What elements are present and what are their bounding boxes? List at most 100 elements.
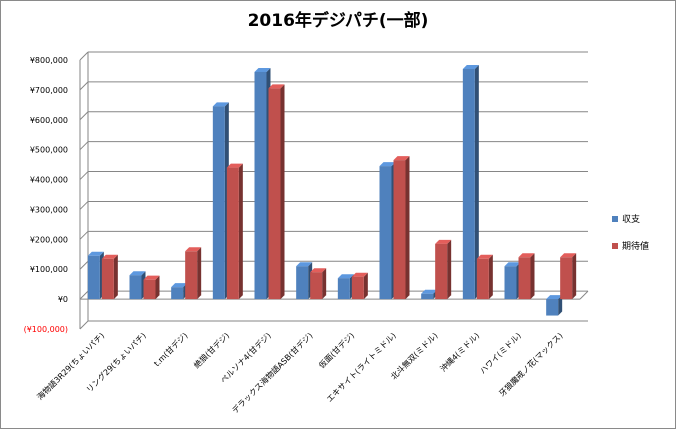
bar-face bbox=[504, 266, 517, 300]
bar-face bbox=[504, 262, 521, 267]
gridline-side bbox=[79, 111, 89, 121]
bar-face bbox=[379, 166, 392, 300]
bar-face bbox=[87, 255, 100, 300]
y-tick-label: ¥400,000 bbox=[30, 176, 68, 185]
bar-shushi bbox=[379, 162, 396, 300]
bar-face bbox=[518, 253, 535, 258]
bar-face bbox=[296, 262, 313, 267]
y-tick-label: ¥0 bbox=[58, 295, 68, 304]
y-tick-label: ¥700,000 bbox=[30, 86, 68, 95]
bar-face bbox=[421, 289, 438, 294]
y-tick-label: ¥600,000 bbox=[30, 116, 68, 125]
bar-face bbox=[560, 253, 577, 258]
bar-face bbox=[476, 258, 489, 300]
legend-swatch bbox=[612, 215, 618, 222]
x-tick-label: 海物語3R29(ちょいパチ) bbox=[35, 330, 106, 401]
chart-title: 2016年デジパチ(一部) bbox=[247, 11, 429, 31]
bar-face bbox=[435, 239, 452, 244]
bar-kitaichi bbox=[226, 163, 243, 300]
bar-face bbox=[435, 243, 448, 300]
bar-kitaichi bbox=[101, 254, 118, 300]
bar-kitaichi bbox=[143, 275, 160, 300]
bar-shushi bbox=[87, 251, 104, 300]
bar-face bbox=[268, 84, 285, 89]
bar-shushi bbox=[504, 262, 521, 300]
bar-face bbox=[155, 275, 160, 300]
bar-face bbox=[310, 272, 323, 300]
chart-legend: 収支期待値 bbox=[612, 212, 649, 266]
bar-face bbox=[143, 279, 156, 300]
gridline-side bbox=[79, 260, 89, 270]
bar-face bbox=[280, 84, 285, 300]
y-tick-label: ¥100,000 bbox=[30, 265, 68, 274]
bar-face bbox=[337, 278, 350, 300]
bar-face bbox=[113, 254, 118, 300]
bar-face bbox=[254, 67, 271, 72]
y-tick-label: ¥200,000 bbox=[30, 235, 68, 244]
x-tick-label: 絶狼(甘デジ) bbox=[191, 330, 231, 370]
bar-face bbox=[560, 257, 573, 300]
bar-face bbox=[197, 247, 202, 300]
legend-label: 期待値 bbox=[622, 242, 650, 252]
bar-face bbox=[530, 253, 535, 300]
gridline-side bbox=[79, 141, 89, 151]
bar-face bbox=[171, 287, 184, 300]
bar-face bbox=[351, 272, 368, 277]
x-tick-label: 仮面(甘デジ) bbox=[316, 330, 356, 370]
bar-face bbox=[474, 64, 479, 300]
bar-face bbox=[101, 254, 118, 259]
x-tick-label: t.m(甘デジ) bbox=[152, 330, 190, 368]
bar-face bbox=[212, 102, 229, 107]
bar-face bbox=[322, 268, 327, 300]
bar-face bbox=[488, 254, 493, 300]
bar-shushi bbox=[129, 271, 146, 300]
bar-shushi bbox=[212, 102, 229, 300]
y-tick-label: ¥300,000 bbox=[30, 205, 68, 214]
bar-face bbox=[405, 156, 410, 300]
legend-entry: 期待値 bbox=[612, 239, 649, 252]
bar-kitaichi bbox=[393, 156, 410, 300]
bar-face bbox=[572, 253, 577, 300]
bar-face bbox=[462, 64, 479, 69]
bar-kitaichi bbox=[185, 247, 202, 300]
bar-face bbox=[185, 247, 202, 252]
gridline-side bbox=[79, 51, 89, 61]
bar-face bbox=[518, 257, 531, 300]
bar-face bbox=[296, 266, 309, 300]
bar-face bbox=[546, 299, 559, 316]
bar-face bbox=[171, 283, 188, 288]
bar-shushi bbox=[296, 262, 313, 300]
bar-face bbox=[393, 160, 406, 300]
bar-shushi bbox=[462, 64, 479, 300]
bar-face bbox=[558, 295, 563, 316]
bar-face bbox=[462, 68, 475, 300]
bar-face bbox=[101, 258, 114, 300]
bar-face bbox=[310, 268, 327, 273]
gridline-side bbox=[79, 171, 89, 180]
bar-kitaichi bbox=[310, 268, 327, 300]
bar-kitaichi bbox=[560, 253, 577, 300]
legend-entry: 収支 bbox=[612, 212, 649, 225]
zero-floor-right bbox=[579, 290, 589, 300]
y-tick-label: (¥100,000) bbox=[24, 325, 68, 334]
bar-kitaichi bbox=[518, 253, 535, 300]
bar-face bbox=[421, 293, 434, 300]
bar-face bbox=[363, 272, 368, 300]
y-tick-label: ¥800,000 bbox=[30, 56, 68, 65]
gridline-side bbox=[79, 230, 89, 240]
gridline-side bbox=[79, 81, 89, 91]
bar-shushi bbox=[546, 295, 563, 316]
legend-swatch bbox=[612, 242, 618, 249]
bar-kitaichi bbox=[476, 254, 493, 300]
bar-kitaichi bbox=[268, 84, 285, 300]
bar-shushi bbox=[337, 274, 354, 300]
bar-face bbox=[129, 271, 146, 276]
bar-face bbox=[185, 251, 198, 300]
bar-face bbox=[476, 254, 493, 259]
x-tick-label: 沖縄4(ミドル) bbox=[438, 330, 481, 373]
bar-face bbox=[393, 156, 410, 161]
bar-face bbox=[226, 167, 239, 300]
bar-face bbox=[226, 163, 243, 168]
